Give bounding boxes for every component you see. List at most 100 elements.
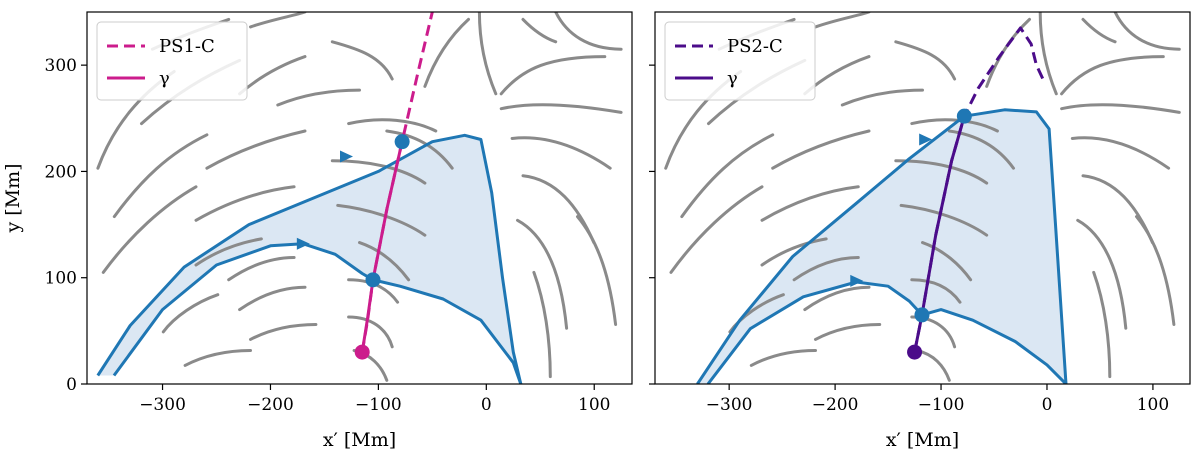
series-line-solid	[913, 115, 966, 353]
streamline	[112, 133, 209, 219]
streamline	[915, 349, 951, 382]
x-tick-label: −100	[918, 395, 965, 415]
streamline	[576, 215, 618, 326]
legend-label: γ	[159, 68, 170, 89]
direction-arrow	[850, 274, 864, 287]
streamline	[985, 17, 1031, 88]
streamline	[183, 349, 252, 367]
legend: PS1-C γ	[96, 21, 248, 101]
streamline	[1113, 12, 1181, 51]
streamline	[1135, 215, 1176, 326]
point-marker	[956, 108, 972, 124]
direction-arrow	[340, 150, 354, 163]
streamline	[680, 133, 775, 219]
streamline	[760, 185, 860, 222]
streamline	[947, 129, 1015, 170]
streamline	[101, 185, 198, 274]
y-axis-label: y [Mm]	[2, 163, 24, 233]
streamline	[347, 315, 394, 349]
y-tick-label: 0	[66, 375, 77, 395]
separatrix-line	[706, 280, 1068, 384]
streamline	[1070, 136, 1171, 170]
point-marker	[365, 272, 381, 288]
axes-frame	[654, 11, 1191, 385]
streamline	[554, 12, 623, 51]
streamline	[227, 256, 296, 282]
streamline	[1060, 55, 1165, 96]
x-axis-label: x′ [Mm]	[323, 429, 396, 451]
streamline	[771, 129, 871, 170]
legend-label: PS1-C	[159, 36, 215, 57]
streamline	[161, 293, 220, 334]
legend-label: PS2-C	[727, 36, 783, 57]
streamline	[358, 241, 411, 282]
streamline	[385, 129, 454, 170]
streamline	[803, 285, 871, 312]
streamline	[205, 129, 307, 170]
streamline	[276, 88, 361, 107]
streamline	[840, 88, 924, 107]
x-tick-label: 100	[1137, 395, 1169, 415]
x-axis-label: x′ [Mm]	[886, 429, 959, 451]
panel-right: −300 −200 −100 0 100 x′ [Mm] PS2-C γ	[649, 11, 1191, 451]
streamline	[499, 55, 607, 96]
streamline	[1081, 17, 1117, 44]
direction-arrow	[296, 237, 310, 250]
streamline	[1038, 12, 1058, 96]
legend-box	[664, 21, 816, 101]
x-tick-label: −200	[812, 395, 859, 415]
point-marker	[907, 344, 923, 360]
panel-left: −300 −200 −100 0 100 0 100 200 300 x′ [Mm] y [Mm] P…	[2, 11, 633, 451]
streamline	[1092, 270, 1112, 379]
x-tick-label: −300	[706, 395, 753, 415]
shaded-region	[697, 109, 1067, 384]
streamline	[330, 40, 394, 81]
x-tick-label: −100	[355, 395, 402, 415]
x-tick-label: −300	[139, 395, 186, 415]
streamline	[249, 323, 318, 341]
streamline	[516, 218, 569, 330]
x-tick-label: 100	[578, 395, 610, 415]
streamline	[760, 237, 828, 267]
streamline	[423, 17, 470, 88]
plot-area	[664, 12, 1181, 384]
streamline	[814, 323, 882, 341]
streamline	[894, 40, 957, 81]
streamline	[814, 12, 871, 29]
streamline	[238, 285, 307, 312]
direction-arrow	[919, 133, 933, 146]
x-tick-label: 0	[1042, 395, 1053, 415]
separatrix-line	[96, 133, 523, 384]
streamline	[669, 185, 764, 274]
streamline	[499, 103, 623, 114]
point-marker	[354, 344, 370, 360]
streamline	[532, 270, 552, 379]
streamline	[792, 256, 860, 282]
streamline	[194, 237, 263, 267]
x-tick-label: 0	[481, 395, 492, 415]
streamline	[521, 17, 558, 44]
x-tick-label: −200	[247, 395, 294, 415]
legend-label: γ	[727, 68, 738, 89]
shaded-region	[97, 135, 521, 384]
legend-box	[96, 21, 248, 101]
separatrix-line	[112, 242, 523, 384]
streamline	[249, 12, 307, 29]
streamline	[899, 203, 989, 237]
y-tick-label: 300	[45, 56, 77, 76]
streamline	[1060, 103, 1181, 114]
axes-frame	[86, 11, 633, 385]
point-marker	[394, 134, 410, 150]
y-tick-label: 100	[45, 269, 77, 289]
streamline	[910, 278, 962, 304]
streamline	[749, 349, 817, 367]
streamline	[238, 55, 307, 96]
streamline	[510, 136, 612, 170]
legend: PS2-C γ	[664, 21, 816, 101]
separatrix-line	[696, 108, 1068, 384]
streamline	[477, 12, 498, 96]
streamline	[194, 185, 296, 222]
y-tick-label: 200	[45, 162, 77, 182]
point-marker	[914, 307, 930, 323]
